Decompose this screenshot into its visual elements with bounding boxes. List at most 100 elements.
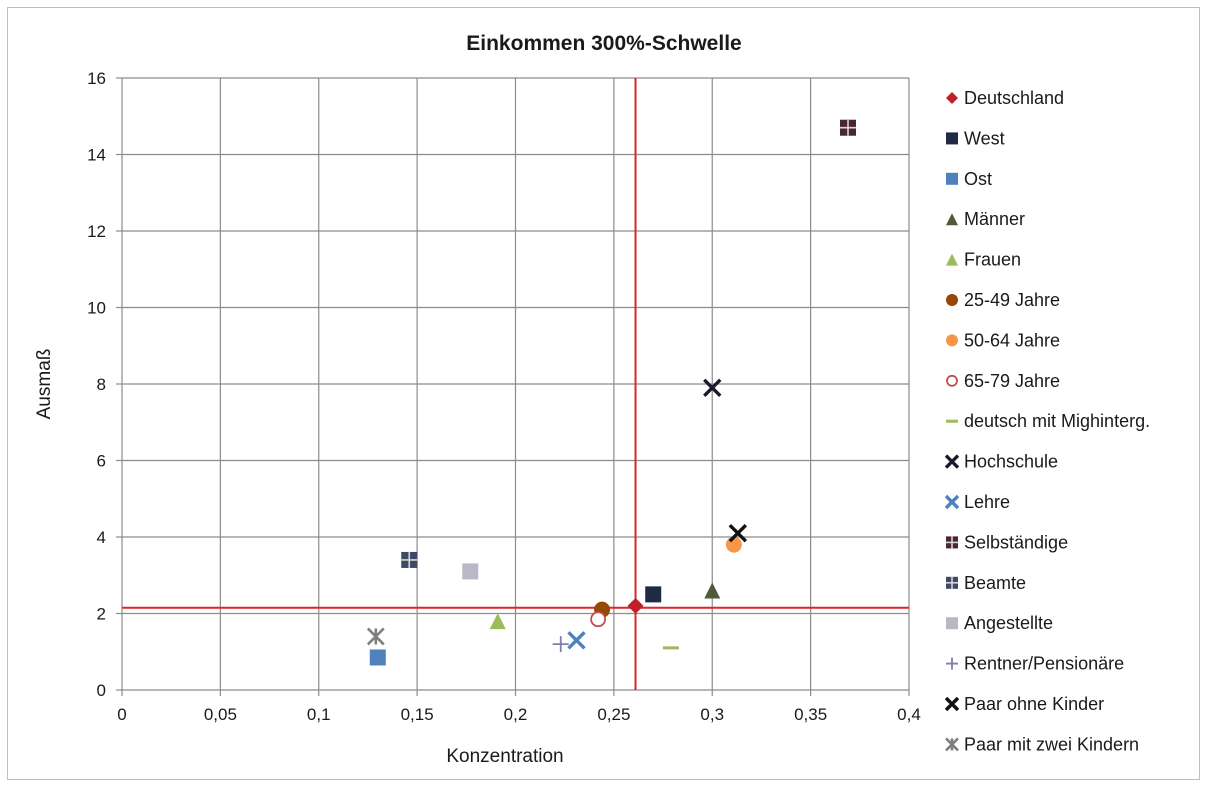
y-tick-label: 2: [97, 605, 106, 624]
legend-label: Deutschland: [964, 88, 1064, 108]
marker-square: [946, 617, 958, 629]
marker-triangle: [704, 583, 720, 599]
legend-item: Paar mit zwei Kindern: [946, 734, 1139, 754]
y-tick-label: 16: [87, 69, 106, 88]
legend-swatch: [946, 132, 958, 144]
legend-label: Angestellte: [964, 613, 1053, 633]
legend-label: Hochschule: [964, 452, 1058, 472]
legend-swatch: [946, 334, 958, 346]
data-point: [462, 563, 478, 579]
legend-swatch: [946, 738, 958, 750]
marker-circle-open: [947, 376, 957, 386]
legend-label: deutsch mit Mighinterg.: [964, 411, 1150, 431]
legend-label: Rentner/Pensionäre: [964, 654, 1124, 674]
legend-swatch: [946, 213, 958, 225]
data-points: [368, 120, 856, 666]
legend-item: Beamte: [946, 573, 1026, 593]
marker-square: [946, 173, 958, 185]
marker-square: [462, 563, 478, 579]
marker-square: [370, 649, 386, 665]
x-tick-label: 0,2: [504, 705, 528, 724]
legend-item: 65-79 Jahre: [947, 371, 1060, 391]
x-tick-label: 0,3: [700, 705, 724, 724]
legend-item: deutsch mit Mighinterg.: [946, 411, 1150, 431]
legend-label: Selbständige: [964, 532, 1068, 552]
legend-swatch: [946, 294, 958, 306]
y-tick-label: 10: [87, 299, 106, 318]
x-tick-label: 0,1: [307, 705, 331, 724]
legend-swatch: [947, 376, 957, 386]
legend-swatch: [946, 254, 958, 266]
legend-item: Selbständige: [946, 532, 1068, 552]
data-point: [645, 586, 661, 602]
x-axis-title: Konzentration: [446, 746, 563, 767]
data-point: [401, 552, 417, 568]
marker-square: [645, 586, 661, 602]
legend-label: West: [964, 128, 1005, 148]
data-point: [370, 649, 386, 665]
y-tick-label: 6: [97, 452, 106, 471]
marker-circle-open: [591, 612, 605, 626]
data-point: [628, 598, 644, 614]
legend-swatch: [946, 658, 958, 670]
x-tick-label: 0,25: [597, 705, 630, 724]
y-tick-label: 4: [97, 528, 106, 547]
legend-item: Männer: [946, 209, 1025, 229]
data-point: [368, 628, 384, 644]
legend-label: Beamte: [964, 573, 1026, 593]
marker-diamond: [628, 598, 644, 614]
y-tick-label: 14: [87, 146, 106, 165]
legend-item: Angestellte: [946, 613, 1053, 633]
legend-item: 50-64 Jahre: [946, 330, 1060, 350]
legend: Deutschland West Ost Männer Frauen 25-49 Jahr…: [946, 88, 1150, 754]
legend-item: Hochschule: [946, 452, 1058, 472]
data-point: [490, 613, 506, 629]
y-tick-label: 12: [87, 222, 106, 241]
legend-item: Paar ohne Kinder: [946, 694, 1104, 714]
x-tick-label: 0,15: [401, 705, 434, 724]
legend-swatch: [946, 496, 958, 508]
marker-triangle: [946, 254, 958, 266]
legend-swatch: [946, 617, 958, 629]
marker-diamond: [946, 92, 958, 104]
legend-item: West: [946, 128, 1005, 148]
data-point: [704, 583, 720, 599]
legend-label: Paar mit zwei Kindern: [964, 734, 1139, 754]
legend-swatch: [946, 92, 958, 104]
data-point: [553, 636, 569, 652]
x-tick-label: 0,35: [794, 705, 827, 724]
legend-label: Lehre: [964, 492, 1010, 512]
legend-item: 25-49 Jahre: [946, 290, 1060, 310]
data-point: [840, 120, 856, 136]
data-point: [591, 612, 605, 626]
legend-swatch: [946, 173, 958, 185]
y-tick-label: 8: [97, 375, 106, 394]
legend-item: Ost: [946, 169, 992, 189]
marker-triangle: [490, 613, 506, 629]
y-tick-label: 0: [97, 681, 106, 700]
marker-circle: [946, 294, 958, 306]
legend-item: Frauen: [946, 250, 1021, 270]
legend-swatch: [946, 536, 958, 548]
marker-circle: [946, 334, 958, 346]
x-tick-label: 0,05: [204, 705, 237, 724]
legend-item: Rentner/Pensionäre: [946, 654, 1124, 674]
legend-label: Frauen: [964, 250, 1021, 270]
legend-item: Deutschland: [946, 88, 1064, 108]
legend-label: Ost: [964, 169, 992, 189]
legend-label: 25-49 Jahre: [964, 290, 1060, 310]
legend-label: Männer: [964, 209, 1025, 229]
x-tick-label: 0,4: [897, 705, 921, 724]
legend-label: 65-79 Jahre: [964, 371, 1060, 391]
legend-swatch: [946, 456, 958, 468]
legend-label: Paar ohne Kinder: [964, 694, 1104, 714]
grid: [122, 78, 909, 690]
legend-swatch: [946, 698, 958, 710]
legend-item: Lehre: [946, 492, 1010, 512]
legend-swatch: [946, 577, 958, 589]
chart-title: Einkommen 300%-Schwelle: [466, 32, 741, 55]
data-point: [568, 632, 584, 648]
marker-square: [946, 132, 958, 144]
marker-triangle: [946, 213, 958, 225]
